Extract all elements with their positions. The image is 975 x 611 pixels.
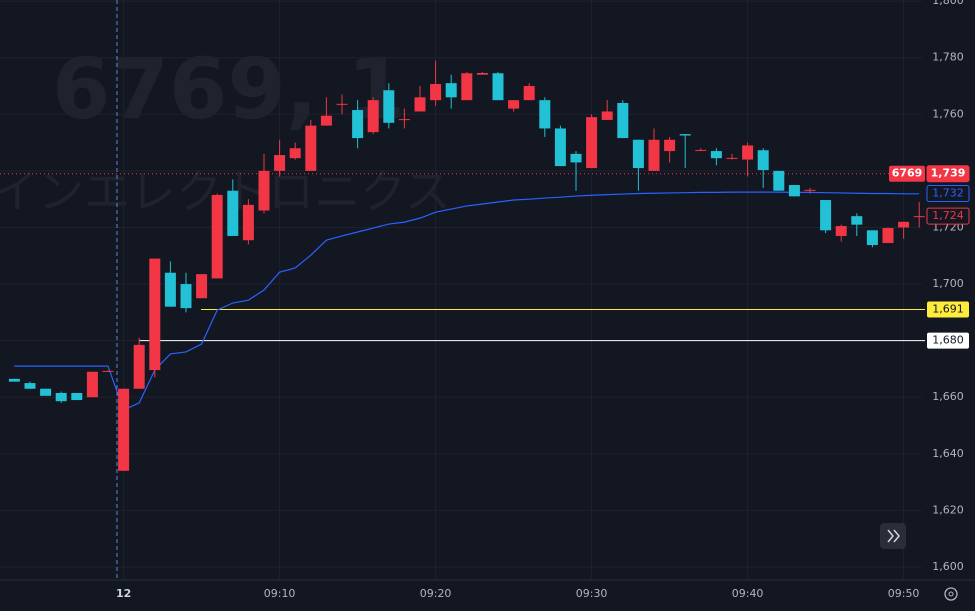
candle-body [586,117,598,169]
candle-body [336,103,348,105]
candle-body [835,226,847,236]
candle-body [24,383,36,389]
marker-label-box [926,185,970,203]
candle-body [445,83,457,98]
scroll-icon [887,529,900,543]
marker-tag-box [889,165,925,182]
x-tick-label: 09:50 [888,587,920,600]
candle-body [461,73,473,101]
candle-body [274,155,286,171]
candle-body [773,170,785,191]
candle-body [508,100,520,109]
candle-body [726,157,738,159]
candle-body [523,86,535,101]
candle-body [820,200,832,231]
y-tick-label: 1,620 [932,503,964,516]
candle-body [133,344,145,389]
settings-button[interactable] [944,587,958,601]
candle-body [554,128,566,167]
y-tick-label: 1,640 [932,447,964,460]
candle-body [102,370,114,372]
vwap-line [14,191,920,411]
price-line-label-box [927,301,969,318]
candle-body [570,153,582,163]
candle-body [320,115,332,126]
marker-label: 1,739 [931,167,966,180]
candle-body [788,185,800,197]
y-tick-label: 1,660 [932,390,964,403]
candle-body [40,388,52,396]
candle-body [398,119,410,121]
x-tick-label: 12 [116,587,131,600]
x-tick-label: 09:40 [732,587,764,600]
candle-body [664,139,676,152]
candle-body [913,216,925,218]
x-tick-label: 09:10 [264,587,296,600]
candle-body [305,125,317,171]
candle-body [882,228,894,244]
candle-body [632,139,644,169]
candle-body [476,72,488,75]
candle-body [710,151,722,159]
marker-label: 1,724 [932,209,964,222]
candle-body [492,73,504,101]
candle-body [414,97,426,112]
watermark-symbol: 6769, 1 [52,40,405,138]
y-tick-label: 1,780 [932,51,964,64]
candle-body [383,90,395,123]
candle-body [742,145,754,160]
candle-body [55,392,67,402]
candle-body [118,388,130,471]
candle-body [804,189,816,191]
x-tick-label: 09:30 [576,587,608,600]
candle-body [149,258,161,371]
price-line-label: 1,680 [932,334,964,347]
candle-body [367,100,379,133]
marker-label-box [926,207,970,225]
watermark-name: インエレクトロニクス [0,165,451,219]
candle-body [851,216,863,225]
candle-body [866,230,878,246]
y-tick-label: 1,800 [932,0,964,7]
candle-body [180,284,192,309]
y-tick-label: 1,700 [932,277,964,290]
candle-body [430,84,442,101]
y-tick-label: 1,760 [932,107,964,120]
candle-body [86,371,98,398]
candle-body [164,272,176,307]
candle-body [898,221,910,228]
y-tick-label: 1,600 [932,560,964,573]
candle-body [8,378,20,382]
candle-body [617,102,629,139]
price-line-label: 1,691 [932,303,964,316]
price-line-label-box [927,332,969,349]
candle-body [211,194,223,279]
candle-body [227,190,239,236]
candle-body [695,149,707,151]
candle-body [539,100,551,129]
candle-body [648,139,660,171]
candle-body [242,204,254,241]
marker-tag: 6769 [892,167,923,180]
candle-body [679,134,691,136]
candle-body [289,148,301,159]
candle-body [258,170,270,211]
candle-body [757,150,769,171]
candle-body [196,274,208,299]
marker-label: 1,732 [932,187,964,200]
candle-body [352,110,364,139]
marker-label-box [926,165,970,183]
candle-body [601,111,613,120]
x-tick-label: 09:20 [420,587,452,600]
candle-body [71,392,83,401]
